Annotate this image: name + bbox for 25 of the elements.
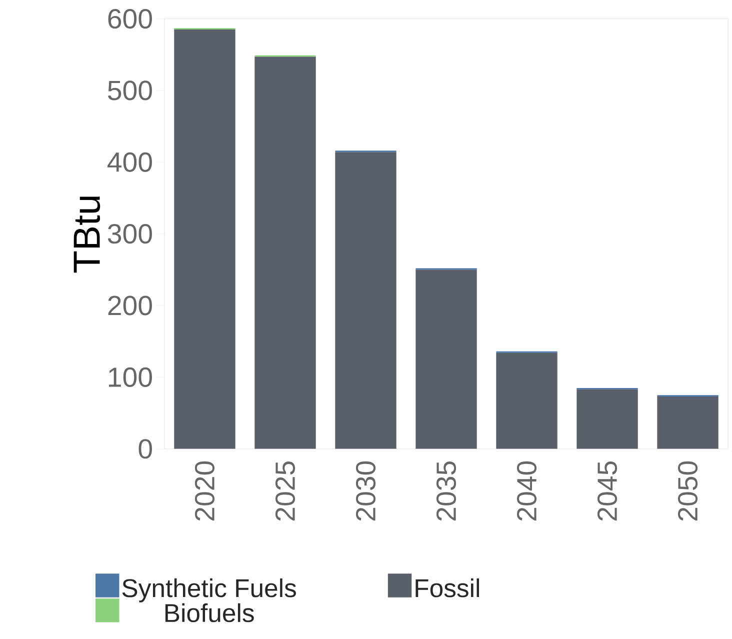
bar — [335, 152, 396, 450]
y-tick-label: 600 — [108, 9, 152, 29]
x-tick-label: 2025 — [275, 462, 296, 521]
legend-label: Fossil — [416, 578, 480, 598]
legend-label: Synthetic Fuels — [122, 578, 296, 603]
x-tick-label: 2035 — [436, 462, 456, 521]
bar — [576, 390, 638, 450]
x-tick-label: 2040 — [516, 462, 537, 521]
bar — [174, 30, 236, 450]
y-tick-label: 0 — [138, 439, 152, 459]
y-tick-label: 300 — [108, 224, 152, 244]
bar — [657, 396, 718, 450]
x-tick-label: 2045 — [597, 462, 618, 521]
x-tick-label: 2020 — [194, 462, 215, 521]
bar — [254, 56, 316, 450]
bar — [496, 352, 558, 450]
y-tick-label: 500 — [108, 80, 152, 100]
x-tick-label: 2030 — [356, 462, 376, 521]
y-tick-label: 100 — [108, 368, 152, 388]
bar — [416, 270, 477, 450]
y-tick-label: 200 — [108, 296, 152, 316]
y-axis-title: TBtu — [74, 196, 100, 273]
legend-label: Biofuels — [165, 603, 254, 622]
y-tick-label: 400 — [108, 152, 152, 172]
x-tick-label: 2050 — [678, 462, 698, 521]
